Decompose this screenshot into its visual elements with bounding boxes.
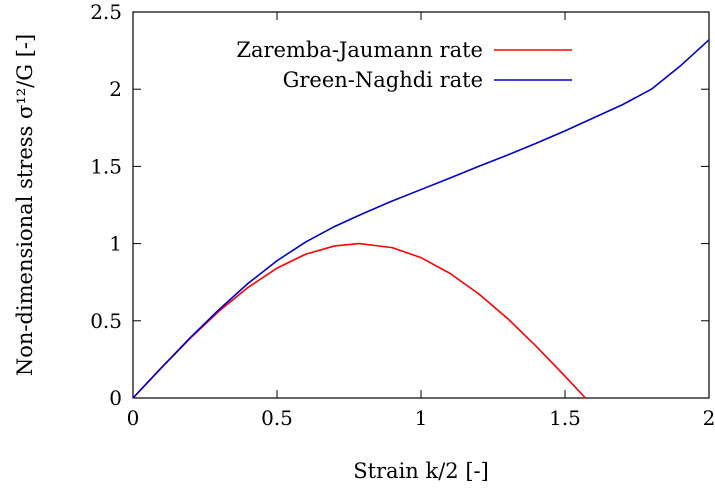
x-axis-label: Strain k/2 [-] xyxy=(353,459,489,483)
y-tick-label: 1.5 xyxy=(90,154,122,178)
legend-label: Zaremba-Jaumann rate xyxy=(236,38,483,62)
tick-labels: 0 0.5 1 1.5 2 0 0.5 1 1.5 2 2.5 xyxy=(90,0,715,430)
series-lines xyxy=(132,39,710,399)
ticks xyxy=(132,11,710,399)
series-line-zaremba-jaumann xyxy=(132,242,587,399)
x-tick-label: 1 xyxy=(415,406,428,430)
y-axis-label: Non-dimensional stress σ¹²/G [-] xyxy=(13,34,37,376)
y-tick-label: 0 xyxy=(109,386,122,410)
y-tick-label: 2.5 xyxy=(90,0,122,24)
x-tick-label: 1.5 xyxy=(549,406,581,430)
plot-area: 0 0.5 1 1.5 2 0 0.5 1 1.5 2 2.5 Zaremba-Jaumann ra… xyxy=(90,0,715,430)
legend: Zaremba-Jaumann rate Green-Naghdi rate xyxy=(236,38,572,92)
legend-label: Green-Naghdi rate xyxy=(283,68,483,92)
x-tick-label: 0 xyxy=(127,406,140,430)
y-tick-label: 2 xyxy=(109,77,122,101)
y-tick-label: 0.5 xyxy=(90,309,122,333)
y-tick-label: 1 xyxy=(109,232,122,256)
x-tick-label: 2 xyxy=(703,406,715,430)
series-line-green-naghdi xyxy=(132,39,710,399)
x-tick-label: 0.5 xyxy=(261,406,293,430)
